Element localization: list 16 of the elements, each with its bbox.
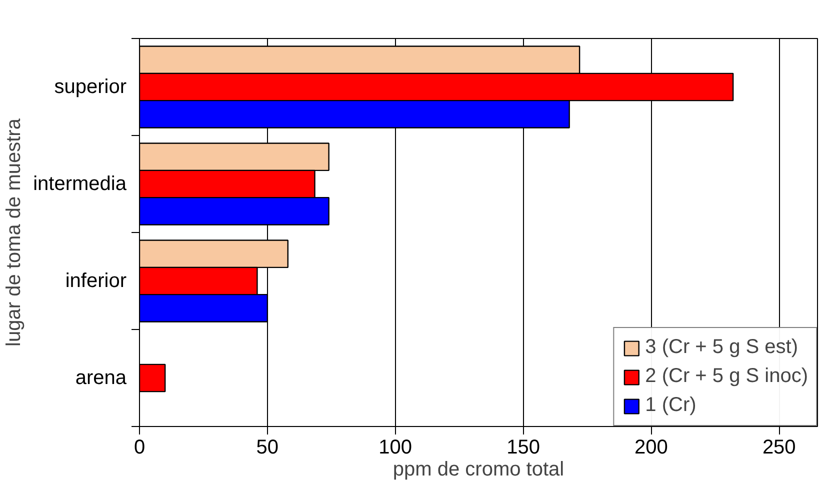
legend-label: 2 (Cr + 5 g S inoc) [645, 365, 808, 388]
x-tick-label: 200 [634, 436, 668, 458]
y-tick-label: arena [75, 367, 128, 389]
y-tick-label: intermedia [33, 173, 128, 195]
x-tick-label: 50 [256, 436, 279, 458]
bar [140, 364, 166, 392]
x-tick-label: 150 [506, 436, 540, 458]
legend-label: 3 (Cr + 5 g S est) [645, 336, 798, 359]
legend-label: 1 (Cr) [645, 394, 696, 417]
y-tick-label: inferior [65, 270, 127, 292]
x-tick-label: 0 [134, 436, 146, 458]
y-tick-label: superior [54, 76, 127, 98]
y-axis-title: lugar de toma de muestra [3, 118, 26, 346]
x-axis-title: ppm de cromo total [392, 458, 564, 480]
x-tick-label: 100 [378, 436, 412, 458]
x-tick-label: 250 [762, 436, 796, 458]
